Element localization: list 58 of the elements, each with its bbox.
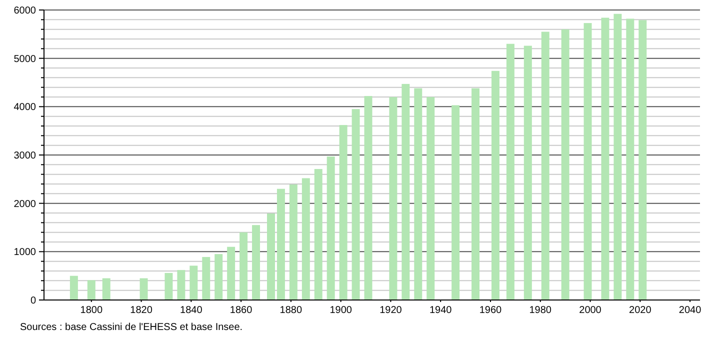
bar: [584, 23, 592, 300]
bar: [70, 276, 78, 300]
y-tick-label: 3000: [14, 150, 36, 162]
source-note: Sources : base Cassini de l'EHESS et base Insee.: [20, 322, 243, 333]
bar: [426, 97, 435, 300]
bar: [276, 188, 285, 300]
x-tick-label: 2000: [579, 305, 602, 316]
x-tick-label: 1820: [130, 305, 153, 316]
bar: [638, 20, 647, 300]
bar: [302, 178, 310, 300]
x-tick-label: 1800: [80, 305, 103, 316]
bar: [102, 278, 110, 300]
bar: [524, 46, 532, 300]
bar: [202, 256, 210, 300]
x-tick-label: 1860: [230, 305, 253, 316]
bar: [414, 88, 422, 300]
bar: [402, 84, 410, 300]
bar: [601, 18, 610, 300]
bar: [626, 18, 634, 300]
y-tick-label: 1000: [14, 247, 36, 258]
bar: [326, 156, 335, 300]
x-tick-label: 1900: [330, 305, 352, 316]
bar: [240, 232, 248, 300]
bar: [140, 278, 148, 300]
bar: [339, 125, 348, 300]
bar: [289, 184, 298, 300]
bar: [252, 225, 260, 300]
bar: [214, 254, 223, 300]
x-tick-label: 2020: [629, 305, 652, 316]
bar: [472, 88, 480, 300]
bar: [506, 44, 514, 300]
bar: [614, 14, 622, 300]
bar: [190, 266, 198, 300]
bar: [364, 96, 372, 300]
x-tick-label: 1940: [429, 305, 452, 316]
x-tick-label: 1980: [529, 305, 552, 316]
bar: [389, 97, 398, 300]
x-tick-label: 2040: [678, 305, 702, 316]
x-tick-label: 1880: [280, 305, 302, 316]
x-tick-label: 1960: [479, 305, 502, 316]
bar: [164, 272, 173, 300]
bar: [352, 109, 360, 300]
bar: [561, 29, 570, 300]
y-tick-label: 2000: [14, 198, 36, 210]
x-tick-label: 1840: [180, 305, 203, 316]
x-tick-label: 1920: [380, 305, 402, 316]
bar: [541, 32, 550, 300]
bar: [227, 246, 236, 300]
bar: [177, 270, 186, 300]
bar: [266, 213, 275, 300]
y-tick-label: 4000: [14, 102, 36, 114]
y-tick-label: 6000: [14, 6, 36, 16]
bar: [314, 169, 322, 300]
bar: [452, 105, 460, 300]
bar: [87, 280, 96, 300]
y-tick-label: 5000: [14, 54, 36, 65]
bar: [491, 70, 500, 300]
y-tick-label: 0: [30, 296, 36, 306]
